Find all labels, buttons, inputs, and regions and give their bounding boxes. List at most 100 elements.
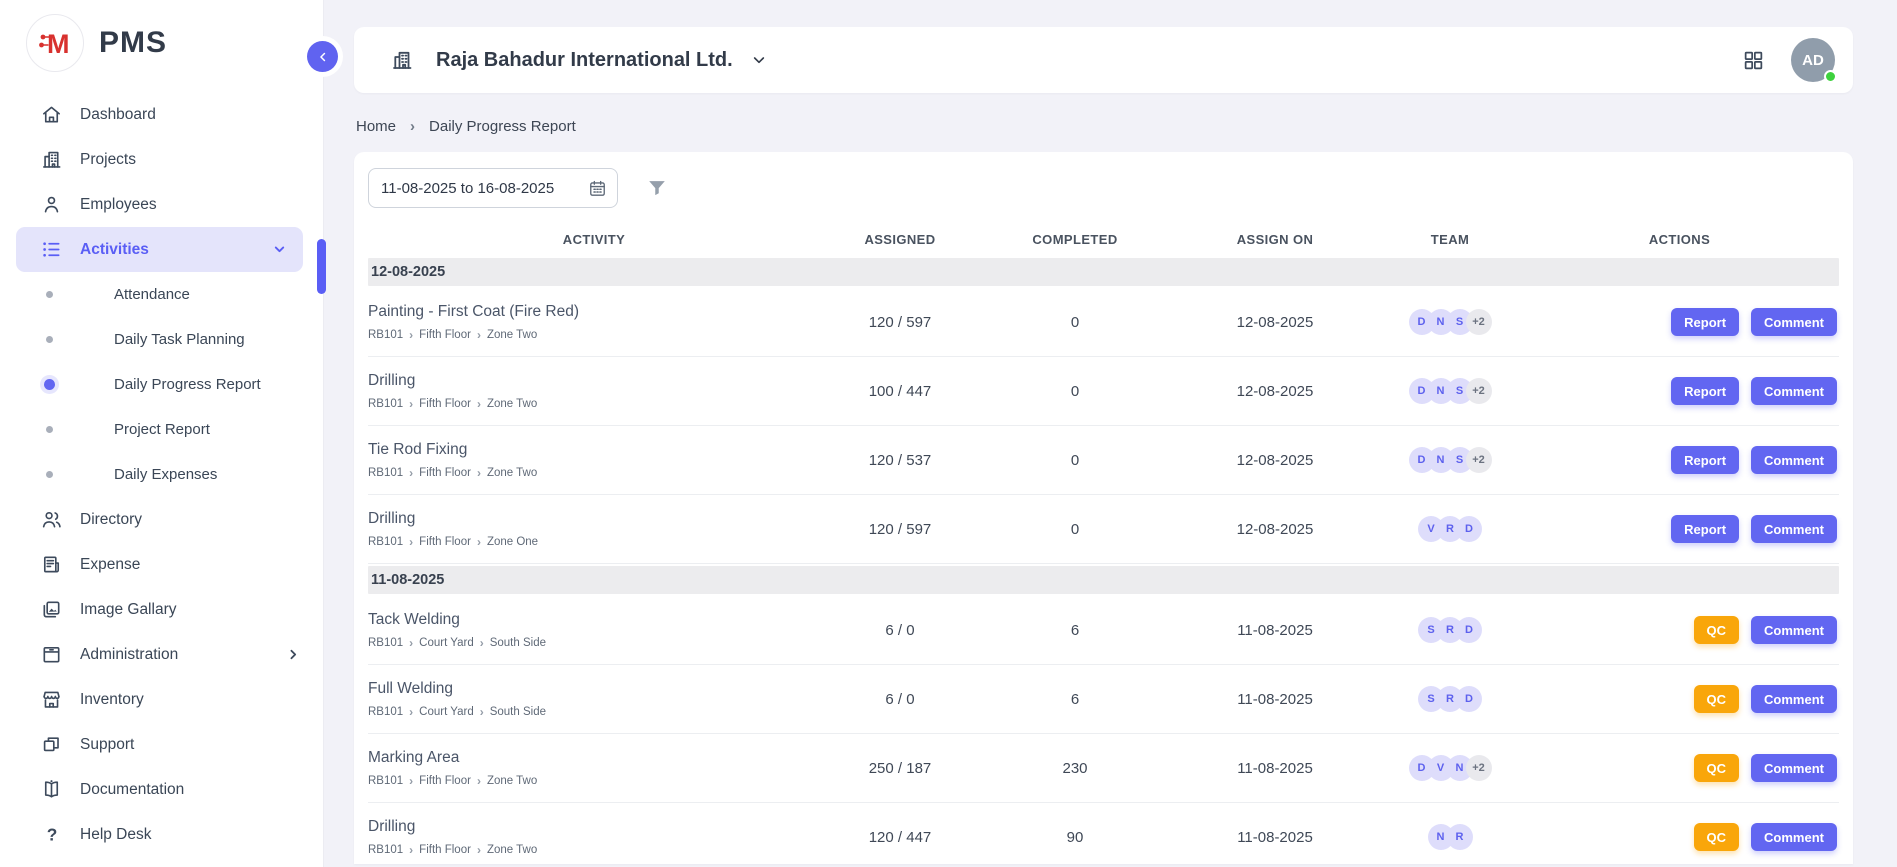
sidebar-collapse-button[interactable] [307,41,338,72]
sidebar-item-documentation[interactable]: Documentation [0,767,323,812]
team-avatar[interactable]: D [1456,686,1482,712]
completed-value: 0 [980,521,1170,538]
breadcrumb-home[interactable]: Home [356,118,396,135]
assign-on-date: 12-08-2025 [1170,314,1380,331]
date-range-input[interactable] [381,180,588,197]
location-path-item: RB101 [368,398,403,410]
path-separator-icon: › [480,637,484,649]
comment-button[interactable]: Comment [1751,515,1837,543]
chevron-right-icon [286,647,301,662]
sidebar-item-directory[interactable]: Directory [0,497,323,542]
sidebar-item-activities[interactable]: Activities [16,227,303,272]
sidebar-item-expense[interactable]: Expense [0,542,323,587]
sidebar-item-help-desk[interactable]: ?Help Desk [0,812,323,857]
location-path-item: Zone Two [487,775,537,787]
gallery-icon [40,598,63,621]
location-path-item: Court Yard [419,637,474,649]
bullet-dot-icon [44,379,55,390]
assigned-value: 6 / 0 [820,622,980,639]
team-avatar[interactable]: R [1447,824,1473,850]
location-path-item: Zone Two [487,844,537,856]
team-extra-badge[interactable]: +2 [1466,755,1492,781]
sidebar-item-label: Expense [80,556,301,574]
sidebar-subitem-daily-task-planning[interactable]: Daily Task Planning [0,317,323,362]
qc-button[interactable]: QC [1694,823,1740,851]
sidebar-nav: DashboardProjects Employees ActivitiesAtte… [0,92,323,857]
assign-on-date: 11-08-2025 [1170,622,1380,639]
sidebar: M PMS DashboardProjectsEmployeesActiviti… [0,0,324,867]
bullet-dot-icon [44,336,55,343]
qc-button[interactable]: QC [1694,754,1740,782]
team-avatar[interactable]: D [1456,516,1482,542]
team-avatar[interactable]: D [1456,617,1482,643]
report-card: ACTIVITY ASSIGNED COMPLETED ASSIGN ON TE… [354,152,1853,864]
svg-text:M: M [47,29,70,59]
sidebar-item-inventory[interactable]: Inventory [0,677,323,722]
home-icon [40,103,63,126]
calendar-icon[interactable] [588,179,607,198]
team-extra-badge[interactable]: +2 [1466,309,1492,335]
report-button[interactable]: Report [1671,308,1739,336]
assigned-value: 100 / 447 [820,383,980,400]
chevron-down-icon[interactable] [751,52,767,68]
sidebar-subitem-project-report[interactable]: Project Report [0,407,323,452]
comment-button[interactable]: Comment [1751,308,1837,336]
sidebar-item-label: Directory [80,511,301,529]
qc-button[interactable]: QC [1694,616,1740,644]
path-separator-icon: › [477,536,481,548]
location-path: RB101›Fifth Floor›Zone Two [368,775,820,787]
bullet-dot-icon [44,426,55,433]
sidebar-subitem-attendance[interactable]: Attendance [0,272,323,317]
company-selector[interactable]: Raja Bahadur International Ltd. [436,49,733,72]
sidebar-item-image-gallary[interactable]: Image Gallary [0,587,323,632]
apps-grid-icon[interactable] [1742,49,1765,72]
sidebar-item-support[interactable]: Support [0,722,323,767]
report-button[interactable]: Report [1671,377,1739,405]
sidebar-item-employees[interactable]: Employees [0,182,323,227]
sidebar-item-label: Employees [80,196,301,214]
comment-button[interactable]: Comment [1751,446,1837,474]
comment-button[interactable]: Comment [1751,616,1837,644]
path-separator-icon: › [409,536,413,548]
path-separator-icon: › [409,775,413,787]
report-button[interactable]: Report [1671,515,1739,543]
online-status-dot [1824,70,1837,83]
sidebar-subitem-label: Project Report [114,421,210,438]
path-separator-icon: › [409,329,413,341]
sidebar-subitem-daily-expenses[interactable]: Daily Expenses [0,452,323,497]
report-button[interactable]: Report [1671,446,1739,474]
row-actions: Report Comment [1520,446,1839,474]
user-avatar[interactable]: AD [1791,38,1835,82]
path-separator-icon: › [477,467,481,479]
activity-title: Tie Rod Fixing [368,441,820,459]
sidebar-item-administration[interactable]: Administration [0,632,323,677]
qc-button[interactable]: QC [1694,685,1740,713]
activity-row: Tack WeldingRB101›Court Yard›South Side6… [368,596,1839,665]
location-path-item: South Side [490,637,546,649]
assigned-value: 120 / 537 [820,452,980,469]
filter-funnel-icon[interactable] [646,177,668,199]
team-extra-badge[interactable]: +2 [1466,378,1492,404]
question-icon: ? [40,823,63,846]
comment-button[interactable]: Comment [1751,823,1837,851]
sidebar-item-dashboard[interactable]: Dashboard [0,92,323,137]
team-extra-badge[interactable]: +2 [1466,447,1492,473]
activity-cell: DrillingRB101›Fifth Floor›Zone Two [368,364,820,418]
location-path-item: Zone Two [487,329,537,341]
comment-button[interactable]: Comment [1751,685,1837,713]
activity-row: DrillingRB101›Fifth Floor›Zone One120 / … [368,495,1839,564]
date-range-field [368,168,618,208]
book-icon [40,778,63,801]
sidebar-subitem-daily-progress-report[interactable]: Daily Progress Report [0,362,323,407]
breadcrumb-current: Daily Progress Report [429,118,576,135]
comment-button[interactable]: Comment [1751,377,1837,405]
activity-row: Painting - First Coat (Fire Red)RB101›Fi… [368,288,1839,357]
activity-title: Full Welding [368,680,820,698]
comment-button[interactable]: Comment [1751,754,1837,782]
sidebar-item-projects[interactable]: Projects [0,137,323,182]
group-date: 12-08-2025 [371,264,445,280]
location-path-item: South Side [490,706,546,718]
location-path-item: RB101 [368,329,403,341]
activity-row: DrillingRB101›Fifth Floor›Zone Two120 / … [368,803,1839,864]
location-path: RB101›Fifth Floor›Zone Two [368,329,820,341]
